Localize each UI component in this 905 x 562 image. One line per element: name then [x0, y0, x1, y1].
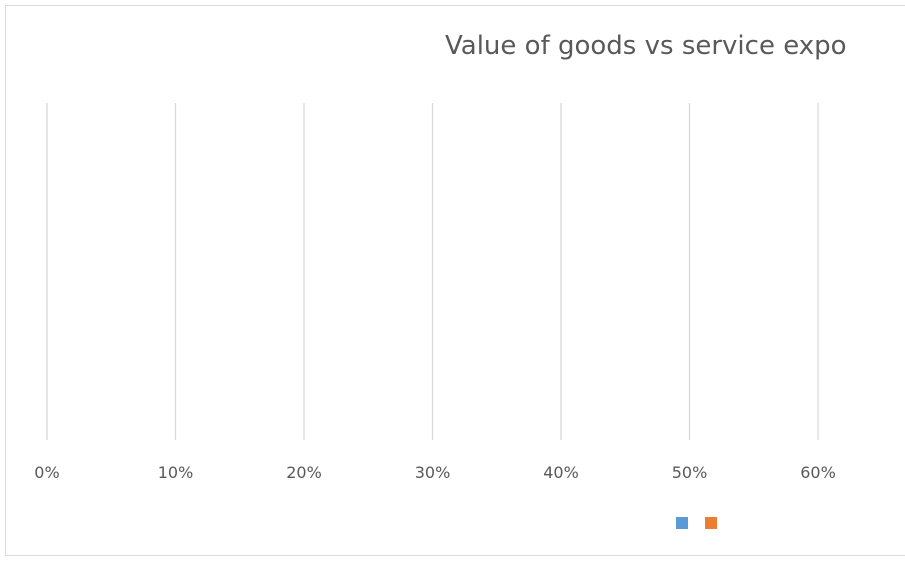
legend-marker-series-2 — [705, 517, 717, 529]
x-axis-tick-labels: 0% 10% 20% 30% 40% 50% 60% — [34, 463, 835, 482]
chart-area — [5, 5, 905, 556]
x-tick-label: 30% — [415, 463, 451, 482]
x-tick-label: 20% — [286, 463, 322, 482]
x-tick-label: 10% — [158, 463, 194, 482]
x-tick-label: 40% — [543, 463, 579, 482]
x-tick-label: 0% — [34, 463, 59, 482]
chart-title: Value of goods vs service expo — [445, 31, 847, 61]
x-tick-label: 60% — [800, 463, 836, 482]
legend — [676, 517, 717, 529]
legend-marker-series-1 — [676, 517, 688, 529]
x-tick-label: 50% — [672, 463, 708, 482]
gridlines — [46, 103, 819, 440]
